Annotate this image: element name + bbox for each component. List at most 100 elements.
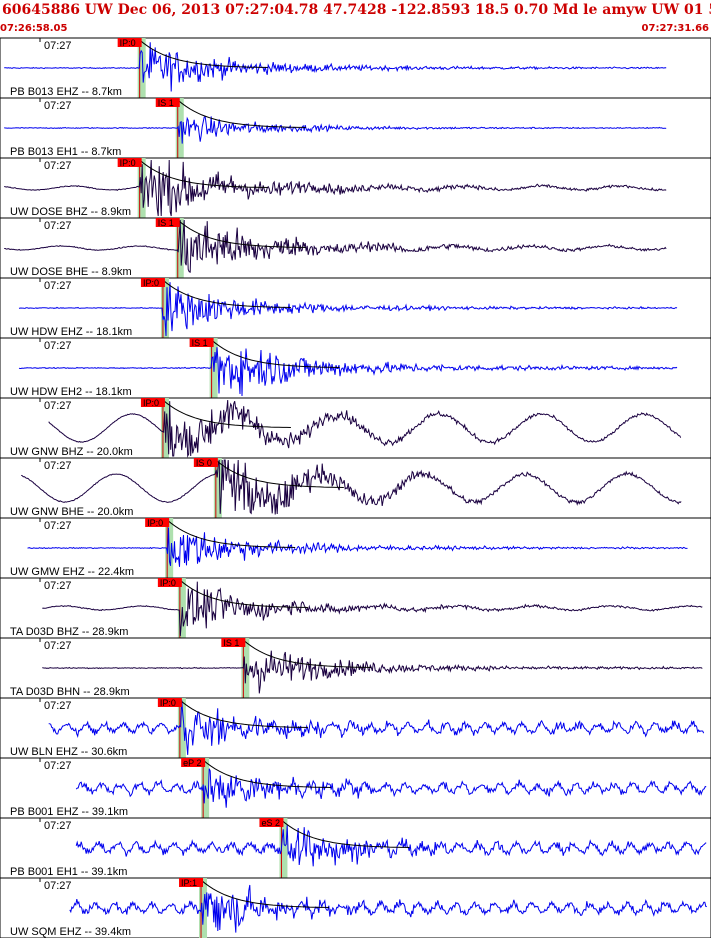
pick-label: IS 1 — [192, 338, 208, 348]
channel-panel: 07:27 IP:0 UW HDW EHZ -- 18.1km — [0, 277, 711, 339]
channel-label: UW SQM EHZ -- 39.4km — [10, 926, 131, 938]
pick-band — [213, 458, 222, 518]
pick-box — [140, 278, 165, 287]
pick-label: IP:0 — [143, 398, 159, 408]
pick-label: eP 2 — [183, 758, 201, 768]
channel-panel: 07:27 eS 2 PB B001 EH1 -- 39.1km — [0, 817, 711, 879]
tick-label: 07:27 — [44, 340, 72, 352]
tick-label: 07:27 — [44, 100, 72, 112]
channel-label: PB B001 EH1 -- 39.1km — [10, 866, 127, 878]
pick-label: IS 1 — [223, 638, 239, 648]
pick-box — [157, 698, 182, 707]
channel-label: TA D03D BHN -- 28.9km — [10, 686, 130, 698]
pick-box — [145, 518, 170, 527]
coda-curve — [179, 579, 308, 608]
channel-panel: 07:27 IP:0 PB B013 EHZ -- 8.7km — [0, 37, 711, 99]
tick-label: 07:27 — [44, 640, 72, 652]
channel-panel: 07:27 IP:0 UW DOSE BHZ -- 8.9km — [0, 157, 711, 219]
pick-label: eS 2 — [261, 818, 280, 828]
tick-label: 07:27 — [44, 580, 72, 592]
pick-label: IS 1 — [158, 218, 174, 228]
channel-label: UW DOSE BHE -- 8.9km — [10, 266, 132, 278]
channel-label: UW GNW BHZ -- 20.0km — [10, 446, 133, 458]
waveform-trace — [27, 527, 688, 567]
coda-curve — [211, 339, 340, 368]
pick-label: IP:0 — [160, 698, 176, 708]
waveform-trace — [48, 699, 705, 755]
pick-label: IP:0 — [143, 278, 159, 288]
tick-label: 07:27 — [44, 160, 72, 172]
pick-label: IP:0 — [120, 158, 136, 168]
coda-curve — [242, 639, 372, 668]
pick-label: IS 0 — [196, 458, 212, 468]
pick-label: IP:0 — [147, 518, 163, 528]
channel-panel: 07:27 IP:1 UW SQM EHZ -- 39.4km — [0, 877, 711, 938]
coda-curve — [139, 159, 268, 188]
channel-panel: 07:27 IP:0 UW GNW BHZ -- 20.0km — [0, 397, 711, 459]
tick-label: 07:27 — [44, 460, 72, 472]
channel-label: PB B001 EHZ -- 39.1km — [10, 806, 128, 818]
channel-panel: 07:27 IP:0 TA D03D BHZ -- 28.9km — [0, 577, 711, 639]
panel-frame — [0, 397, 711, 459]
waveform-trace — [69, 884, 707, 933]
pick-box — [181, 758, 206, 767]
coda-curve — [202, 759, 332, 788]
pick-box — [140, 398, 165, 407]
pick-band — [199, 878, 208, 938]
start-time-label: 07:26:58.05 — [0, 23, 68, 34]
coda-curve — [166, 519, 296, 548]
waveform-trace — [75, 768, 707, 808]
channel-panel: 07:27 IS 1 UW HDW EH2 -- 18.1km — [0, 337, 711, 399]
pick-box — [189, 338, 214, 347]
channel-panel: 07:27 IS 1 TA D03D BHN -- 28.9km — [0, 637, 711, 699]
tick-label: 07:27 — [44, 40, 72, 52]
waveform-trace — [4, 42, 667, 92]
tick-label: 07:27 — [44, 700, 72, 712]
tick-label: 07:27 — [44, 400, 72, 412]
coda-curve — [177, 99, 306, 128]
channel-panel: 07:27 IS 1 UW DOSE BHE -- 8.9km — [0, 217, 711, 279]
panel-frame — [0, 817, 711, 879]
coda-curve — [162, 399, 291, 428]
channel-label: UW HDW EH2 -- 18.1km — [10, 386, 132, 398]
event-title: 60645886 UW Dec 06, 2013 07:27:04.78 47.… — [2, 2, 711, 18]
channel-label: TA D03D BHZ -- 28.9km — [10, 626, 128, 638]
panel-frame — [0, 457, 711, 519]
pick-band — [137, 38, 146, 98]
pick-band — [160, 278, 169, 338]
pick-band — [241, 638, 250, 698]
pick-box — [155, 218, 180, 227]
panel-frame — [0, 157, 711, 219]
pick-box — [179, 878, 204, 887]
waveform-trace — [42, 581, 703, 637]
pick-box — [117, 158, 142, 167]
waveform-trace — [48, 399, 682, 458]
coda-curve — [200, 879, 330, 908]
pick-box — [157, 578, 182, 587]
pick-box — [117, 38, 142, 47]
waveform-trace — [18, 347, 678, 397]
waveform-trace — [4, 219, 667, 273]
waveform-trace — [21, 459, 682, 515]
pick-band — [177, 698, 186, 758]
coda-curve — [179, 699, 308, 728]
coda-curve — [281, 819, 410, 848]
waveform-trace — [4, 159, 667, 217]
tick-label: 07:27 — [44, 820, 72, 832]
coda-curve — [177, 219, 306, 248]
channel-label: UW BLN EHZ -- 30.6km — [10, 746, 127, 758]
pick-band — [175, 218, 184, 278]
channel-panel: 07:27 IS 1 PB B013 EH1 -- 8.7km — [0, 97, 711, 159]
channel-label: PB B013 EHZ -- 8.7km — [10, 86, 122, 98]
pick-band — [279, 818, 288, 878]
coda-curve — [139, 39, 268, 68]
channel-label: PB B013 EH1 -- 8.7km — [10, 146, 121, 158]
waveform-trace — [18, 282, 678, 337]
pick-box — [259, 818, 284, 827]
pick-box — [155, 98, 180, 107]
tick-label: 07:27 — [44, 220, 72, 232]
channel-panel: 07:27 IP:0 UW GMW EHZ -- 22.4km — [0, 517, 711, 579]
channel-label: UW DOSE BHZ -- 8.9km — [10, 206, 131, 218]
pick-label: IS 1 — [158, 98, 174, 108]
